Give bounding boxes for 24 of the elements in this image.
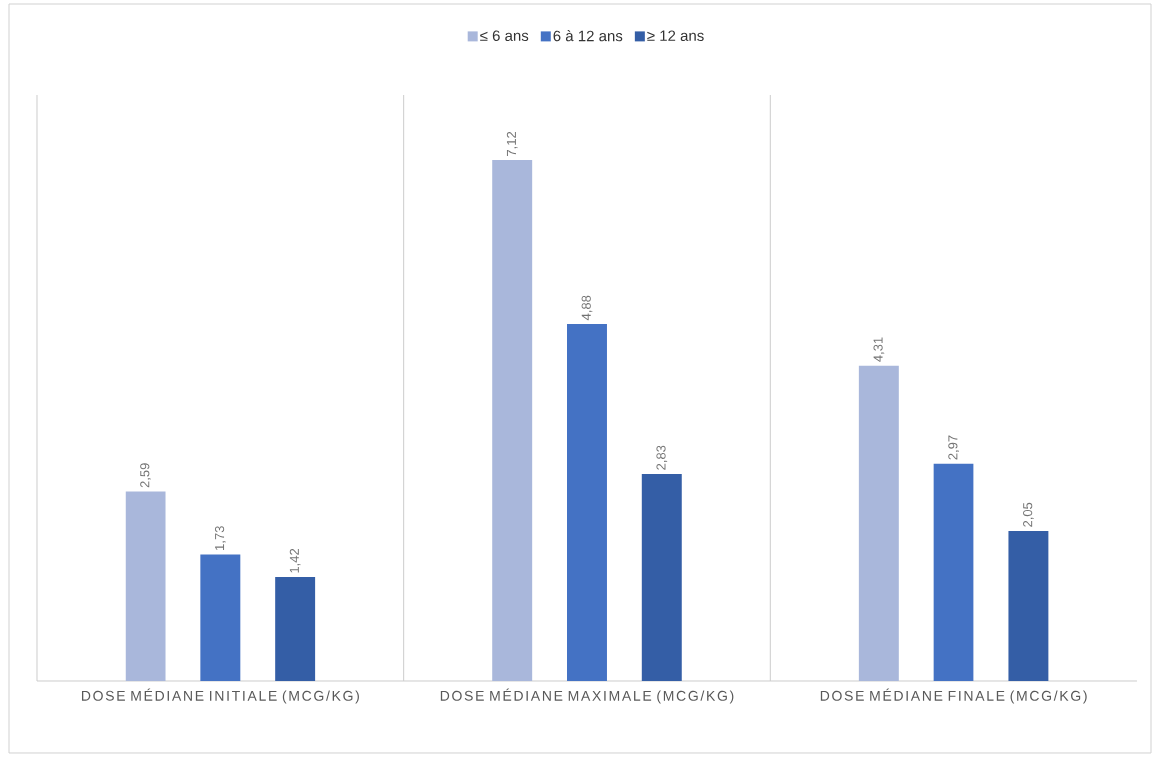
- legend-label: ≥ 12 ans: [647, 30, 704, 42]
- x-tick-label: DOSE MÉDIANE INITIALE (MCG/KG): [81, 688, 359, 704]
- data-label: 4,88: [581, 295, 593, 321]
- data-label: 1,73: [214, 526, 226, 550]
- bar: [275, 577, 316, 681]
- bar: [492, 160, 533, 681]
- bar: [200, 554, 241, 681]
- bar: [858, 365, 899, 681]
- data-label: 2,83: [656, 445, 668, 470]
- legend-label: 6 à 12 ans: [553, 30, 623, 42]
- legend-label: ≤ 6 ans: [480, 30, 529, 42]
- bar: [125, 491, 166, 681]
- x-tick-label: DOSE MÉDIANE MAXIMALE (MCG/KG): [440, 688, 734, 704]
- bar: [641, 473, 682, 681]
- bar: [567, 323, 607, 681]
- data-label: 2,59: [140, 463, 151, 488]
- data-label: 2,05: [1023, 502, 1034, 527]
- data-label: 4,31: [873, 337, 885, 362]
- bar: [1008, 531, 1049, 681]
- x-tick-label: DOSE MÉDIANE FINALE (MCG/KG): [820, 688, 1087, 704]
- data-label: 7,12: [506, 131, 518, 156]
- bar: [933, 463, 974, 681]
- data-label: 1,42: [289, 548, 301, 573]
- data-label: 2,97: [948, 435, 960, 460]
